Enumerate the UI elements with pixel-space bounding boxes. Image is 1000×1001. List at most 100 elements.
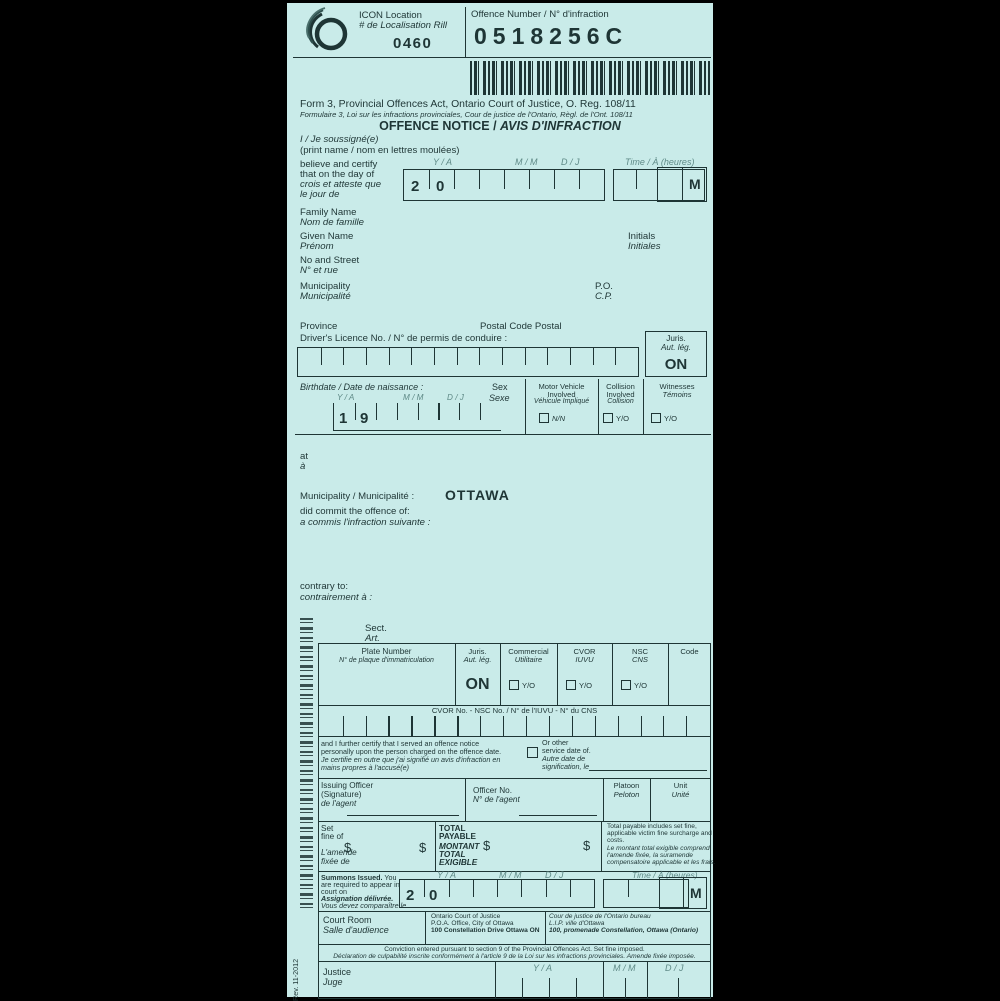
- summons-line-4: Vous devez comparaître le: [321, 901, 407, 910]
- summons-date-field[interactable]: 2 0: [399, 879, 595, 908]
- juris-value: ON: [664, 356, 688, 373]
- fine-note-en-2: applicable victim fine surcharge and: [607, 830, 712, 837]
- certify-line-2: that on the day of: [300, 169, 375, 180]
- certify-intro: I / Je soussigné(e): [300, 134, 379, 145]
- offence-date-field[interactable]: 2 0: [403, 169, 605, 201]
- summons-date-digit-1: 2: [406, 887, 415, 904]
- cvor-number-field[interactable]: [320, 716, 709, 736]
- witnesses-label: Witnesses Témoins: [659, 382, 695, 399]
- set-fine-dollar-1: $: [344, 840, 352, 855]
- issuing-officer-signature-line[interactable]: [347, 815, 459, 816]
- summons-line-1: Summons Issued. You: [321, 873, 397, 882]
- offence-number-value: 0518256C: [474, 23, 629, 49]
- po-label-fr: C.P.: [595, 291, 613, 302]
- birthdate-ya-label: Y / A: [337, 393, 355, 402]
- other-service-date-checkbox[interactable]: [527, 747, 538, 758]
- commercial-label: Commercial: [508, 647, 549, 656]
- certify-line-1: believe and certify: [300, 159, 378, 170]
- service-cert-line-3: Je certifie en outre que j'ai signifié u…: [321, 755, 501, 764]
- birthdate-mm-label: M / M: [403, 393, 424, 402]
- issuing-officer-label-1: Issuing Officer: [321, 781, 374, 790]
- at-label-fr: à: [300, 461, 306, 472]
- offence-notice-title-en: OFFENCE NOTICE /: [379, 119, 501, 133]
- offence-municipality-value: OTTAWA: [445, 487, 510, 503]
- birthdate-digit-2: 9: [360, 410, 369, 427]
- street-label-fr: N° et rue: [300, 265, 338, 276]
- header-rule: [293, 57, 711, 59]
- family-name-label-fr: Nom de famille: [300, 217, 364, 228]
- summons-mm-label: M / M: [499, 870, 522, 880]
- licence-number-label: Driver's Licence No. / N° de permis de c…: [300, 333, 508, 344]
- offence-date-digit-2: 0: [436, 178, 445, 195]
- postal-code-label: Postal Code Postal: [480, 321, 562, 332]
- offence-municipality-label: Municipality / Municipalité :: [300, 491, 415, 502]
- commit-offence-label: did commit the offence of:: [300, 506, 410, 517]
- unit-label-fr: Unité: [671, 790, 690, 799]
- issuing-officer-label-2: (Signature): [321, 790, 362, 799]
- other-service-line-2: service date of.: [542, 746, 591, 755]
- witnesses-checkbox-label: Y/O: [664, 414, 678, 423]
- summons-line-2: are required to appear in: [321, 880, 400, 889]
- total-payable-label-1: TOTAL: [439, 824, 466, 833]
- set-fine-label-1: Set: [321, 824, 334, 833]
- witnesses-checkbox[interactable]: [651, 413, 661, 423]
- fine-note-en-1: Total payable includes set fine,: [607, 823, 697, 830]
- offence-time-meridiem: M: [689, 176, 701, 192]
- other-service-date-line[interactable]: [589, 770, 707, 771]
- offence-date-mm-label: M / M: [515, 157, 538, 167]
- given-name-label: Given Name: [300, 231, 354, 242]
- plate-juris-value: ON: [465, 676, 490, 693]
- plate-juris-label: Juris.: [468, 647, 487, 656]
- certify-line-3: crois et atteste que: [300, 179, 382, 190]
- offence-date-digit-1: 2: [411, 178, 420, 195]
- officer-number-line[interactable]: [519, 815, 597, 816]
- summons-bold-fr: Assignation délivrée.: [321, 894, 394, 903]
- licence-number-field[interactable]: [297, 347, 639, 377]
- plate-number-label: Plate Number: [361, 647, 412, 656]
- municipality-label: Municipality: [300, 281, 351, 292]
- icon-location-code: 0460: [393, 35, 433, 52]
- commercial-checkbox[interactable]: [509, 680, 519, 690]
- licence-jurisdiction-box: Juris. Aut. lég. ON: [645, 331, 707, 377]
- summons-date-digit-2: 0: [429, 887, 438, 904]
- summons-bold-en: Summons Issued.: [321, 873, 383, 882]
- other-service-line-3: Autre date de: [542, 754, 586, 763]
- fine-note-fr-1: Le montant total exigible comprend: [607, 845, 710, 852]
- total-payable-dollar-1: $: [483, 838, 491, 853]
- province-label: Province: [300, 321, 338, 332]
- juris-label: Juris.: [666, 334, 686, 343]
- platoon-label: Platoon: [613, 781, 640, 790]
- total-payable-label-5: EXIGIBLE: [439, 858, 478, 867]
- justice-ya-label: Y / A: [533, 963, 553, 973]
- motor-vehicle-checkbox[interactable]: [539, 413, 549, 423]
- birthdate-field[interactable]: 1 9: [333, 403, 501, 431]
- offence-notice-title: OFFENCE NOTICE / AVIS D'INFRACTION: [287, 120, 713, 133]
- service-cert-line-4: mains propres à l'accusé(e): [321, 763, 410, 772]
- cvor-number-label: CVOR No. - NSC No. / N° de l'IUVU - N° d…: [431, 706, 598, 715]
- offence-time-meridiem-box[interactable]: M: [657, 167, 707, 202]
- other-service-line-4: signification, le: [542, 762, 590, 771]
- commit-offence-label-fr: a commis l'infraction suivante :: [300, 517, 431, 528]
- header-divider: [465, 7, 467, 57]
- family-name-label: Family Name: [300, 207, 357, 218]
- nsc-checkbox-label: Y/O: [634, 681, 648, 690]
- summons-time-field[interactable]: [603, 879, 689, 908]
- form-title-fr: Formulaire 3, Loi sur les infractions pr…: [300, 110, 633, 119]
- icon-court-swirl-logo: [306, 7, 348, 51]
- justice-label-fr: Juge: [323, 977, 343, 987]
- other-service-line-1: Or other: [542, 738, 569, 747]
- summons-meridiem-box[interactable]: M: [659, 877, 707, 909]
- motor-vehicle-checkbox-label: N/N: [552, 414, 566, 423]
- nsc-checkbox[interactable]: [621, 680, 631, 690]
- court-address-fr-2: L.I.P. ville d'Ottawa: [549, 920, 605, 927]
- nsc-label: NSC: [631, 647, 649, 656]
- commercial-checkbox-label: Y/O: [522, 681, 536, 690]
- offence-time-label: Time / À (heures): [625, 157, 695, 167]
- offence-time-field[interactable]: [613, 169, 705, 201]
- po-label: P.O.: [595, 281, 613, 292]
- contrary-label-fr: contrairement à :: [300, 592, 372, 603]
- birthdate-digit-1: 1: [339, 410, 348, 427]
- cvor-checkbox[interactable]: [566, 680, 576, 690]
- collision-checkbox[interactable]: [603, 413, 613, 423]
- street-label: No and Street: [300, 255, 360, 266]
